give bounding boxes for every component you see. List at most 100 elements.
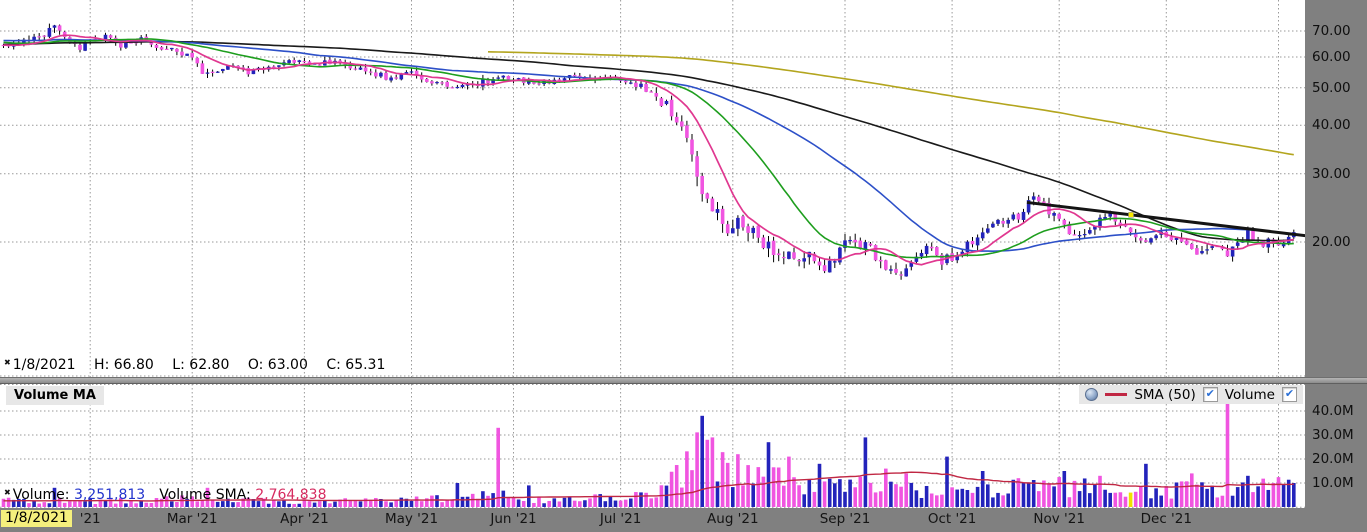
candle-body[interactable] xyxy=(374,72,378,77)
candle-body[interactable] xyxy=(812,253,817,262)
candle-body[interactable] xyxy=(57,25,62,31)
volume-bar[interactable] xyxy=(1016,478,1021,507)
volume-bar[interactable] xyxy=(863,437,868,507)
volume-bar[interactable] xyxy=(980,471,985,507)
volume-bar[interactable] xyxy=(1266,489,1271,507)
volume-bar[interactable] xyxy=(297,503,302,507)
volume-bar[interactable] xyxy=(1,498,6,507)
volume-bar[interactable] xyxy=(73,501,77,507)
volume-bar[interactable] xyxy=(88,498,92,507)
candle-body[interactable] xyxy=(1230,246,1235,257)
volume-bar[interactable] xyxy=(909,482,914,507)
volume-bar[interactable] xyxy=(634,492,638,507)
volume-bar[interactable] xyxy=(221,501,225,507)
volume-bar[interactable] xyxy=(1077,491,1082,507)
candle-body[interactable] xyxy=(1103,216,1107,219)
candle-body[interactable] xyxy=(746,226,750,233)
volume-bar[interactable] xyxy=(98,499,103,507)
candle-body[interactable] xyxy=(445,81,449,87)
volume-bar[interactable] xyxy=(363,498,368,507)
candle-body[interactable] xyxy=(272,66,276,68)
volume-bar[interactable] xyxy=(1133,491,1138,507)
volume-bar[interactable] xyxy=(975,486,980,507)
volume-bar[interactable] xyxy=(1271,483,1276,507)
volume-bar[interactable] xyxy=(272,500,276,507)
candle-body[interactable] xyxy=(1011,214,1016,220)
volume-bar[interactable] xyxy=(292,503,296,507)
candle-body[interactable] xyxy=(1016,213,1021,220)
volume-bar[interactable] xyxy=(1001,495,1005,507)
candle-body[interactable] xyxy=(980,232,985,239)
candle-body[interactable] xyxy=(700,175,704,195)
volume-bar[interactable] xyxy=(353,500,358,507)
volume-bar[interactable] xyxy=(669,471,674,507)
volume-bar[interactable] xyxy=(843,491,847,507)
candle-body[interactable] xyxy=(889,269,893,271)
selected-date-chip[interactable]: 1/8/2021 xyxy=(1,510,72,527)
volume-bar[interactable] xyxy=(710,437,715,507)
volume-bar[interactable] xyxy=(328,503,332,507)
candle-body[interactable] xyxy=(399,74,404,80)
volume-bar[interactable] xyxy=(312,502,317,507)
volume-bar[interactable] xyxy=(618,500,623,507)
volume-bar[interactable] xyxy=(210,500,215,507)
candle-body[interactable] xyxy=(572,74,577,77)
volume-bar[interactable] xyxy=(1261,478,1265,507)
candle-body[interactable] xyxy=(42,35,47,37)
candle-body[interactable] xyxy=(1195,248,1199,255)
volume-bar[interactable] xyxy=(741,485,745,507)
candle-body[interactable] xyxy=(414,70,419,75)
candle-body[interactable] xyxy=(455,86,460,89)
panel-splitter[interactable] xyxy=(0,377,1367,384)
volume-bar[interactable] xyxy=(1113,492,1118,507)
candle-body[interactable] xyxy=(277,65,281,67)
candle-body[interactable] xyxy=(562,78,567,81)
candle-body[interactable] xyxy=(802,258,806,262)
volume-bar[interactable] xyxy=(674,465,679,507)
volume-bar[interactable] xyxy=(756,467,761,507)
volume-bar[interactable] xyxy=(598,494,602,507)
candle-body[interactable] xyxy=(1037,196,1041,202)
candle-body[interactable] xyxy=(419,75,424,80)
candle-body[interactable] xyxy=(292,59,296,63)
volume-bar[interactable] xyxy=(124,503,128,507)
candle-body[interactable] xyxy=(1205,249,1209,251)
volume-bar[interactable] xyxy=(1067,497,1072,507)
candle-body[interactable] xyxy=(1001,220,1005,224)
candle-body[interactable] xyxy=(843,240,847,248)
volume-bar[interactable] xyxy=(1098,475,1102,507)
volume-bar[interactable] xyxy=(700,415,704,507)
volume-bar[interactable] xyxy=(1179,481,1184,507)
volume-bar[interactable] xyxy=(394,500,398,507)
volume-bar[interactable] xyxy=(1276,477,1281,507)
volume-bar[interactable] xyxy=(965,490,970,507)
candle-body[interactable] xyxy=(817,261,822,266)
candle-body[interactable] xyxy=(506,75,511,80)
candle-body[interactable] xyxy=(465,84,470,86)
close-icon[interactable]: ✖ xyxy=(4,358,11,367)
volume-bar[interactable] xyxy=(22,499,26,507)
candle-body[interactable] xyxy=(1123,224,1128,227)
ma-line-200[interactable] xyxy=(487,51,1294,156)
volume-bar[interactable] xyxy=(1286,479,1291,507)
volume-bar[interactable] xyxy=(476,498,480,507)
candle-body[interactable] xyxy=(108,35,113,38)
volume-bar[interactable] xyxy=(307,501,312,507)
candle-body[interactable] xyxy=(440,82,444,84)
candle-body[interactable] xyxy=(1077,235,1082,237)
candle-body[interactable] xyxy=(491,79,495,84)
candle-body[interactable] xyxy=(776,253,781,256)
volume-bar[interactable] xyxy=(68,501,72,507)
candle-body[interactable] xyxy=(389,77,393,81)
volume-bar[interactable] xyxy=(1031,480,1036,507)
volume-bar[interactable] xyxy=(868,482,873,507)
trendline[interactable] xyxy=(1026,200,1305,238)
volume-chart-canvas[interactable] xyxy=(0,384,1305,508)
month-label[interactable]: Apr '21 xyxy=(280,511,329,527)
volume-bar[interactable] xyxy=(108,499,113,507)
volume-bar[interactable] xyxy=(419,501,424,507)
volume-bar[interactable] xyxy=(159,498,164,507)
candle-body[interactable] xyxy=(353,68,358,70)
volume-bar[interactable] xyxy=(1215,497,1220,507)
candle-body[interactable] xyxy=(1144,240,1148,242)
